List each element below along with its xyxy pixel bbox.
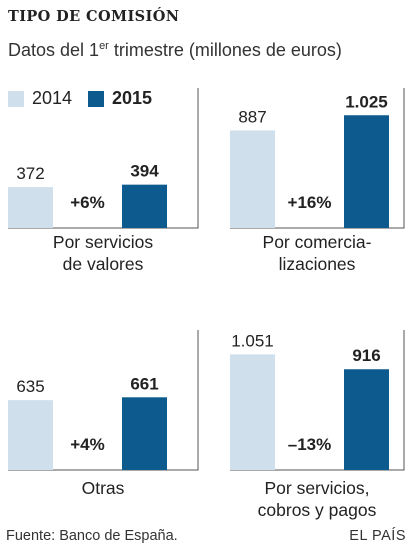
panel-4-category-line-1: Por servicios, <box>264 478 369 498</box>
panel-1-value-2014: 372 <box>16 164 44 183</box>
subtitle-text-before: Datos del 1 <box>8 40 100 60</box>
panel-1-bar-2015 <box>122 184 167 228</box>
panel-3-value-2015: 661 <box>130 374 158 393</box>
panel-4-change: –13% <box>288 435 331 454</box>
panel-1-axis <box>8 88 199 229</box>
subtitle-superscript: er <box>99 40 109 52</box>
panel-2-change: +16% <box>288 193 332 212</box>
source-note: Fuente: Banco de España. <box>6 528 178 544</box>
panel-3-bar-2014 <box>8 400 53 470</box>
panel-4-bar-2015 <box>344 369 389 470</box>
panel-3-bar-2015 <box>122 397 167 470</box>
panel-4-bar-2014 <box>230 354 275 470</box>
panel-1-category-line-2: de valores <box>63 254 144 274</box>
legend-swatch-2014 <box>8 91 24 107</box>
subtitle-text-after: trimestre (millones de euros) <box>108 40 342 60</box>
chart-title: TIPO DE COMISIÓN <box>8 8 180 25</box>
panel-4-axis <box>230 330 405 471</box>
panel-1-bar-2014 <box>8 187 53 228</box>
panel-3-value-2014: 635 <box>16 377 44 396</box>
legend-label-2014: 2014 <box>32 88 73 108</box>
panel-1-change: +6% <box>70 193 105 212</box>
brand-credit: EL PAÍS <box>349 528 406 544</box>
panel-2-value-2014: 887 <box>238 107 266 126</box>
panel-2-bar-2015 <box>344 115 389 228</box>
chart-subtitle: Datos del 1er trimestre (millones de eur… <box>8 40 342 61</box>
legend-label-2015: 2015 <box>112 88 153 108</box>
panel-4-value-2014: 1.051 <box>231 331 274 350</box>
panel-2-value-2015: 1.025 <box>345 92 388 111</box>
panel-2-category-line-1: Por comercia- <box>263 232 372 252</box>
panel-3-axis <box>8 330 199 471</box>
panel-2-axis <box>230 88 405 229</box>
panel-4-category-line-2: cobros y pagos <box>258 500 377 520</box>
panel-4-value-2015: 916 <box>352 346 380 365</box>
panel-2-bar-2014 <box>230 130 275 228</box>
panel-1-value-2015: 394 <box>130 162 159 181</box>
legend-swatch-2015 <box>88 91 104 107</box>
panel-3-category-line-1: Otras <box>82 478 125 498</box>
panel-2-category-line-2: lizaciones <box>279 254 356 274</box>
panel-3-change: +4% <box>70 435 105 454</box>
panel-1-category-line-1: Por servicios <box>53 232 153 252</box>
